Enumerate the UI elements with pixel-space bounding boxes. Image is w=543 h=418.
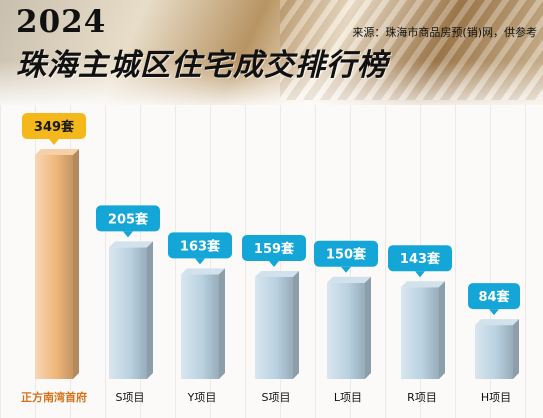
value-label-pointer [415, 271, 425, 277]
category-label: Y项目 [187, 391, 217, 404]
value-label: 150套 [326, 247, 367, 263]
bar-side-face [147, 241, 153, 379]
bar-side-face [439, 281, 445, 379]
data-source-note: 来源：珠海市商品房预(销)网，供参考 [352, 24, 537, 40]
value-label-pointer [341, 267, 351, 273]
value-label-pointer [195, 258, 205, 264]
bar-side-face [293, 271, 299, 379]
bar [255, 277, 293, 379]
value-label-pointer [269, 261, 279, 267]
value-label: 159套 [254, 241, 295, 257]
category-label: L项目 [334, 391, 362, 404]
bar [109, 247, 147, 379]
bar-side-face [73, 149, 79, 379]
bar-top-face [327, 277, 371, 283]
bar-top-face [35, 149, 79, 155]
bar-top-face [475, 319, 519, 325]
category-label: 正方南湾首府 [21, 390, 87, 404]
bar-side-face [513, 319, 519, 379]
category-label: R项目 [407, 391, 437, 404]
chart-title: 珠海主城区住宅成交排行榜 [16, 40, 388, 84]
bar-top-face [109, 241, 153, 247]
bar-top-face [255, 271, 299, 277]
value-label: 163套 [180, 238, 221, 254]
category-label: S项目 [116, 391, 145, 404]
chart-plot-area: 349套正方南湾首府 205套 S项目 163套 Y项目 159套 S项目 150套 L项目 14… [0, 105, 543, 418]
value-label: 205套 [108, 211, 149, 227]
value-label-pointer [489, 309, 499, 315]
value-label: 143套 [400, 251, 441, 267]
bar-top-face [181, 268, 225, 274]
bar [327, 283, 365, 379]
bar-side-face [219, 268, 225, 379]
bar [401, 287, 439, 379]
chart-header: 2024 珠海主城区住宅成交排行榜 来源：珠海市商品房预(销)网，供参考 [0, 0, 543, 110]
bar-top-face [401, 281, 445, 287]
bar [475, 325, 513, 379]
value-label-pointer [49, 139, 59, 145]
category-label: H项目 [481, 391, 511, 404]
bar [181, 274, 219, 379]
bar [35, 155, 73, 379]
category-label: S项目 [262, 391, 291, 404]
value-label: 84套 [478, 289, 510, 305]
value-label: 349套 [34, 119, 75, 135]
bar-side-face [365, 277, 371, 379]
value-label-pointer [123, 231, 133, 237]
chart-year: 2024 [16, 4, 106, 40]
